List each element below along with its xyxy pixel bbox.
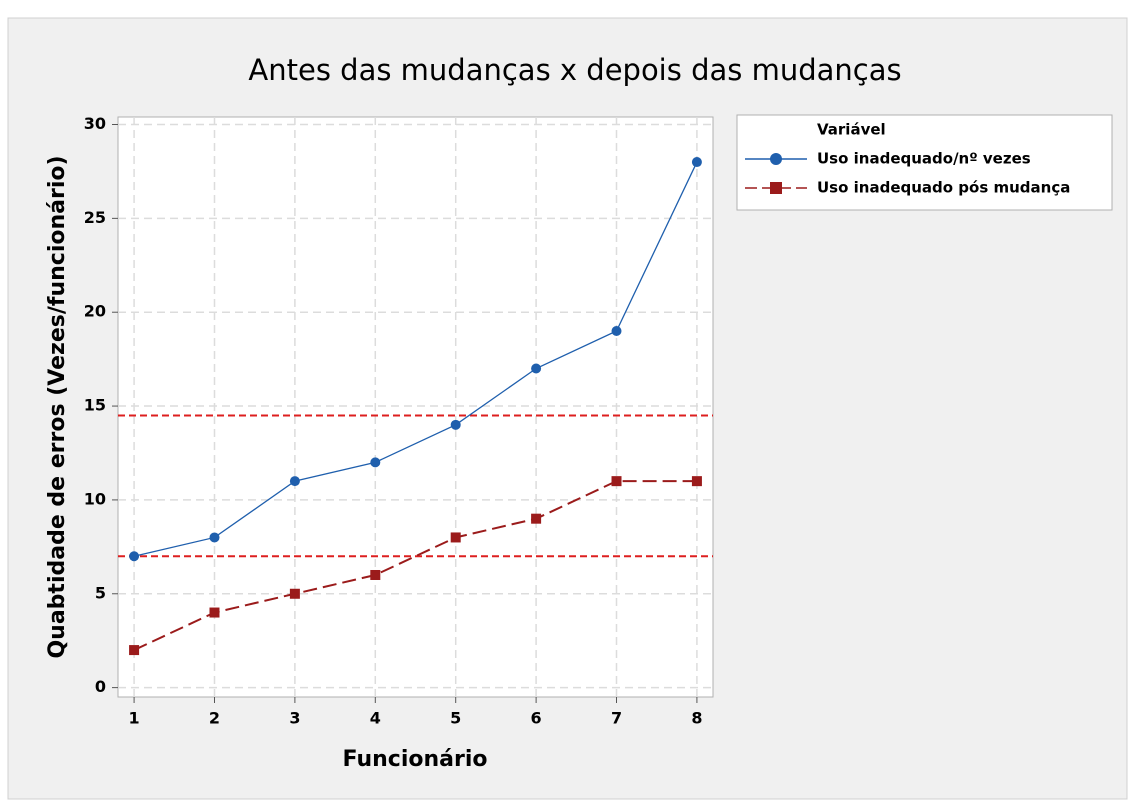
legend-title: Variável [817,121,886,139]
data-point [611,476,622,487]
data-point [289,588,300,599]
data-point [209,532,220,543]
data-point [370,457,381,468]
legend-label: Uso inadequado/nº vezes [817,150,1031,168]
data-point [450,532,461,543]
y-tick-label: 5 [95,583,106,602]
x-tick-label: 8 [691,709,702,728]
data-point [129,645,140,656]
y-tick-label: 0 [95,677,106,696]
chart-title: Antes das mudanças x depois das mudanças [248,53,901,87]
plot-area [117,116,714,698]
data-point [691,476,702,487]
x-tick-label: 5 [450,709,461,728]
x-axis-title: Funcionário [343,747,488,772]
x-tick-label: 6 [531,709,542,728]
y-tick-label: 15 [84,396,106,415]
legend-marker [770,182,782,194]
data-point [289,476,300,487]
series-line [133,161,698,557]
series-line [133,480,697,651]
x-tick-label: 1 [129,709,140,728]
data-point [531,513,542,524]
y-tick-label: 10 [84,489,106,508]
data-point [129,551,140,562]
data-point [611,325,622,336]
data-point [450,419,461,430]
x-tick-label: 3 [289,709,300,728]
y-tick-label: 20 [84,302,106,321]
y-tick-label: 30 [84,114,106,133]
data-point [691,157,702,168]
x-tick-label: 2 [209,709,220,728]
data-point [209,607,220,618]
x-tick-label: 7 [611,709,622,728]
x-tick-label: 4 [370,709,381,728]
legend-label: Uso inadequado pós mudança [817,179,1070,197]
legend-marker [770,153,782,165]
y-axis-title: Quabtidade de erros (Vezes/funcionário) [45,155,70,658]
data-point [370,569,381,580]
legend-box [736,114,1113,211]
data-point [531,363,542,374]
y-tick-label: 25 [84,208,106,227]
